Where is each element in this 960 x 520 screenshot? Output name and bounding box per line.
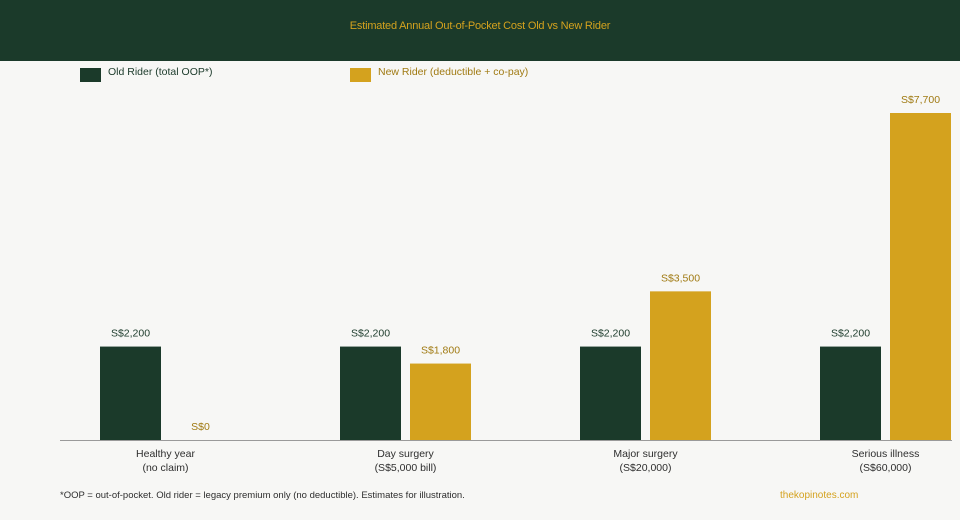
x-tick-label-2: Major surgery (S$20,000) xyxy=(613,448,678,474)
bar-old-rider-0 xyxy=(100,346,161,440)
data-label-old-rider-3: S$2,200 xyxy=(831,328,870,340)
legend-swatch-old-rider xyxy=(80,68,101,82)
legend-label-old-rider: Old Rider (total OOP*) xyxy=(108,66,213,78)
data-label-old-rider-1: S$2,200 xyxy=(351,328,390,340)
bar-new-rider-2 xyxy=(650,291,711,440)
legend-label-new-rider: New Rider (deductible + co-pay) xyxy=(378,66,529,78)
bar-new-rider-1 xyxy=(410,363,471,440)
footnote: *OOP = out-of-pocket. Old rider = legacy… xyxy=(60,490,465,501)
legend-swatch-new-rider xyxy=(350,68,371,82)
data-label-old-rider-2: S$2,200 xyxy=(591,328,630,340)
x-tick-label-3: Serious illness (S$60,000) xyxy=(852,448,920,474)
data-label-new-rider-0: S$0 xyxy=(191,421,210,433)
header-bar xyxy=(0,0,960,61)
data-label-new-rider-3: S$7,700 xyxy=(901,94,940,106)
data-label-new-rider-1: S$1,800 xyxy=(421,345,460,357)
data-label-old-rider-0: S$2,200 xyxy=(111,328,150,340)
bar-old-rider-1 xyxy=(340,346,401,440)
bar-old-rider-2 xyxy=(580,346,641,440)
chart-title: Estimated Annual Out-of-Pocket Cost Old … xyxy=(349,20,611,32)
data-label-new-rider-2: S$3,500 xyxy=(661,272,700,284)
credit-link[interactable]: thekopinotes.com xyxy=(780,490,859,501)
bar-old-rider-3 xyxy=(820,346,881,440)
x-tick-label-1: Day surgery (S$5,000 bill) xyxy=(375,448,437,474)
x-tick-label-0: Healthy year (no claim) xyxy=(136,448,195,474)
bar-new-rider-3 xyxy=(890,113,951,440)
